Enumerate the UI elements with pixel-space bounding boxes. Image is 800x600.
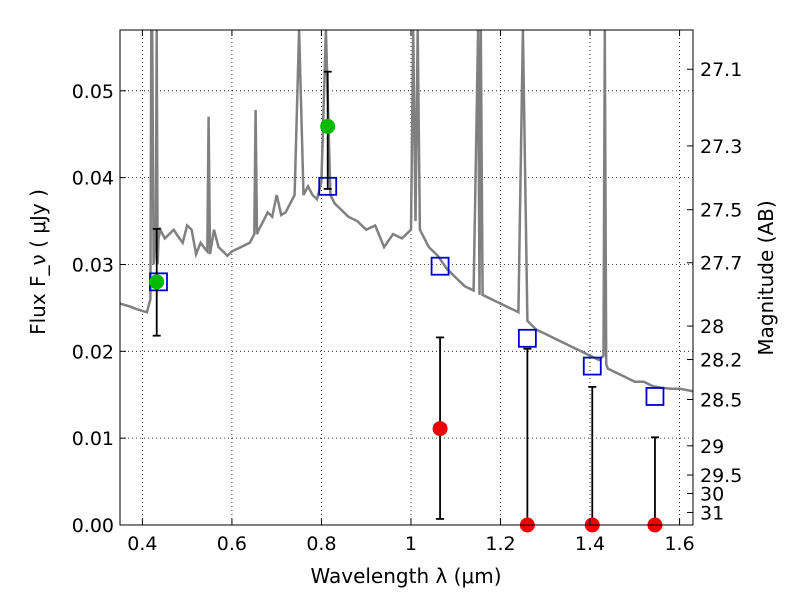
model-photometry-point xyxy=(582,356,602,376)
model-photometry-point xyxy=(430,256,450,276)
plot-area xyxy=(120,30,693,393)
grid xyxy=(120,30,693,526)
x-tick-label: 1 xyxy=(405,533,417,555)
x-axis-label: Wavelength λ (μm) xyxy=(310,564,501,588)
mag-tick-label: 31 xyxy=(700,502,724,524)
model-photometry-point xyxy=(645,387,665,406)
y-tick-label: 0.02 xyxy=(72,341,114,363)
x-tick-label: 0.8 xyxy=(306,533,336,555)
axes: 0.4 0.6 0.8 1 1.2 1.4 1.6 0.00 0.01 0.02 0.03 0.04 0… xyxy=(72,30,742,555)
detection-point xyxy=(320,118,336,134)
mag-tick-label: 27.3 xyxy=(700,136,742,158)
x-tick-label: 1.6 xyxy=(664,533,694,555)
x-tick-label: 0.6 xyxy=(217,533,247,555)
y-tick-label: 0.00 xyxy=(72,515,114,537)
model-photometry-point xyxy=(517,328,537,348)
y2-axis-label: Magnitude (AB) xyxy=(754,200,778,355)
model-spectrum-line xyxy=(120,30,693,393)
mag-tick-label: 27.1 xyxy=(700,59,742,81)
x-tick-label: 0.4 xyxy=(127,533,157,555)
mag-tick-label: 27.5 xyxy=(700,200,742,222)
y-axis-label: Flux F_ν ( μJy ) xyxy=(26,189,50,335)
x-tick-label: 1.4 xyxy=(575,533,605,555)
mag-tick-label: 29.5 xyxy=(700,465,742,487)
x-tick-label: 1.2 xyxy=(485,533,515,555)
mag-tick-label: 28.2 xyxy=(700,350,742,372)
plot-frame xyxy=(119,29,694,526)
mag-tick-label: 30 xyxy=(700,483,724,505)
mag-tick-label: 27.7 xyxy=(700,253,742,275)
y-tick-label: 0.03 xyxy=(72,254,114,276)
detection-point xyxy=(149,274,165,290)
mag-tick-label: 28.5 xyxy=(700,389,742,411)
upper-limit-point xyxy=(432,421,448,437)
y-tick-label: 0.04 xyxy=(72,168,114,190)
y-tick-label: 0.01 xyxy=(72,428,114,450)
mag-tick-label: 28 xyxy=(700,316,724,338)
mag-tick-label: 29 xyxy=(700,436,724,458)
y-tick-label: 0.05 xyxy=(72,81,114,103)
markers xyxy=(149,70,665,533)
